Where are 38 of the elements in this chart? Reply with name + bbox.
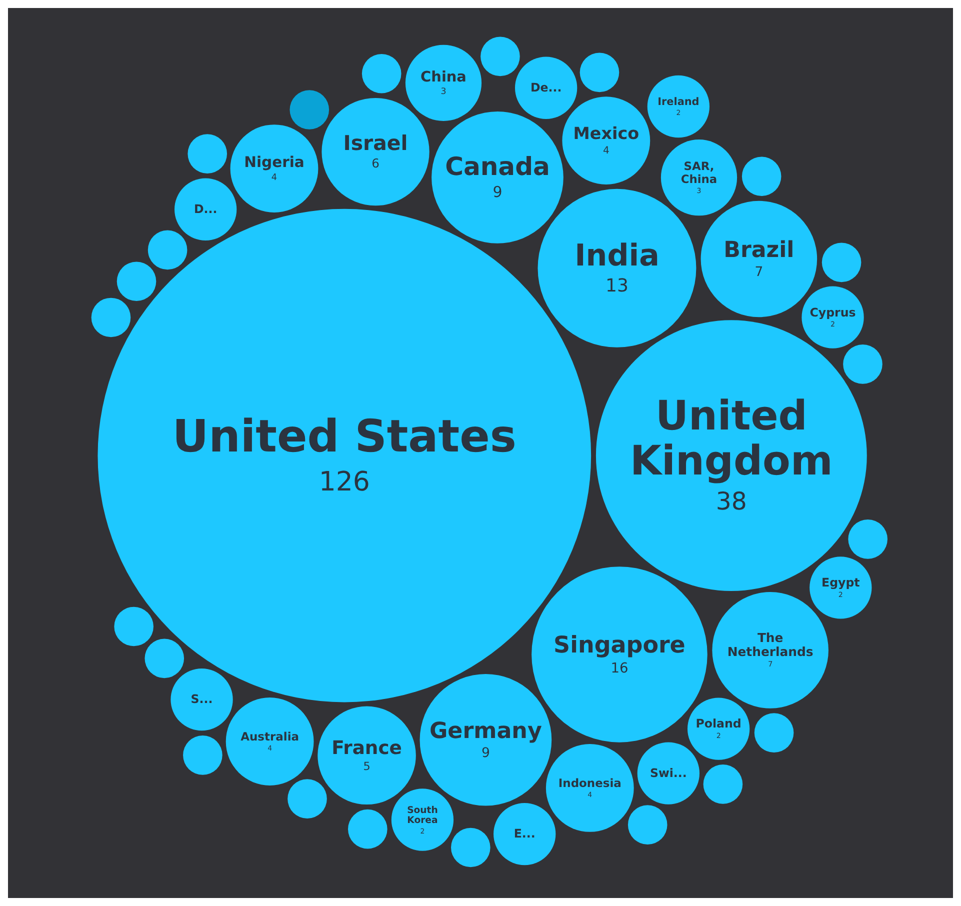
category-label: France bbox=[332, 738, 402, 759]
category-label: Canada bbox=[445, 152, 550, 182]
category-label: United Kingdom bbox=[630, 392, 833, 484]
category-label: SAR, China bbox=[680, 159, 718, 186]
category-label: D... bbox=[194, 202, 218, 216]
category-label: Ireland bbox=[658, 96, 700, 108]
data-label: 13 bbox=[605, 276, 628, 297]
data-label: 126 bbox=[318, 466, 370, 498]
category-label: Brazil bbox=[724, 237, 794, 264]
category-label: Australia bbox=[240, 729, 300, 744]
category-label: Indonesia bbox=[558, 776, 622, 790]
category-label: Swi... bbox=[650, 766, 687, 780]
category-label: The Netherlands bbox=[727, 630, 814, 659]
category-label: Poland bbox=[696, 716, 742, 731]
category-label: Nigeria bbox=[244, 154, 304, 172]
category-label: E... bbox=[514, 826, 536, 841]
data-label: 7 bbox=[754, 265, 764, 280]
category-label: Cyprus bbox=[810, 305, 856, 320]
data-label: 6 bbox=[372, 156, 380, 171]
category-label: China bbox=[420, 70, 466, 86]
category-label: Singapore bbox=[554, 632, 686, 658]
data-label: 4 bbox=[271, 173, 278, 184]
category-label: S... bbox=[190, 692, 213, 706]
category-label: Egypt bbox=[822, 576, 860, 590]
data-label: 3 bbox=[440, 87, 446, 98]
data-label: 38 bbox=[716, 486, 747, 516]
category-label: India bbox=[574, 238, 660, 274]
data-label: 4 bbox=[602, 146, 610, 157]
category-label: Mexico bbox=[573, 123, 640, 144]
data-label: 9 bbox=[492, 182, 502, 201]
data-label: 9 bbox=[481, 746, 490, 762]
category-label: Germany bbox=[429, 718, 542, 744]
category-label: Israel bbox=[343, 130, 408, 155]
data-label: 16 bbox=[610, 660, 628, 676]
category-label: United States bbox=[172, 410, 516, 463]
category-label: De... bbox=[530, 80, 562, 94]
data-label: 5 bbox=[363, 760, 370, 773]
category-label: South Korea bbox=[407, 804, 438, 826]
